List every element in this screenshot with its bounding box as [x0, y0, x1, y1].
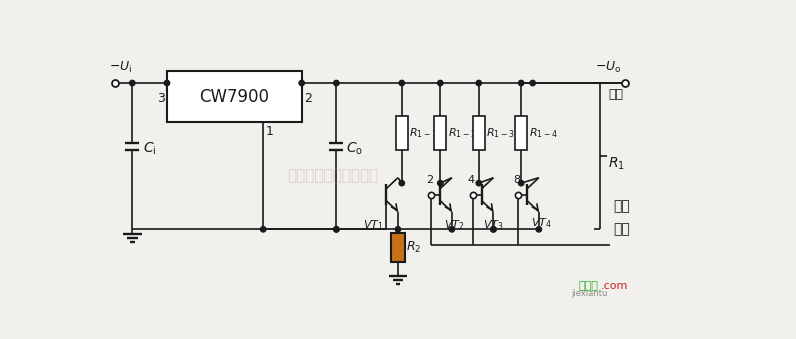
Text: CW7900: CW7900 — [199, 87, 269, 105]
Text: $R_1$: $R_1$ — [608, 156, 625, 172]
Bar — [391, 233, 405, 262]
Bar — [167, 72, 302, 121]
Circle shape — [490, 227, 496, 232]
Circle shape — [438, 180, 443, 186]
Text: 等效: 等效 — [608, 88, 623, 101]
Circle shape — [334, 227, 339, 232]
Circle shape — [396, 227, 400, 232]
Text: $R_2$: $R_2$ — [407, 240, 422, 255]
Text: $VT_2$: $VT_2$ — [444, 218, 465, 232]
Text: 1: 1 — [266, 125, 273, 138]
Text: 2: 2 — [426, 176, 433, 185]
Text: 接线图: 接线图 — [579, 281, 599, 291]
Circle shape — [530, 80, 536, 86]
Text: $VT_4$: $VT_4$ — [531, 216, 552, 230]
Text: $-U_{\rm o}$: $-U_{\rm o}$ — [595, 60, 621, 75]
Circle shape — [299, 80, 304, 86]
Text: 3: 3 — [157, 92, 165, 105]
Circle shape — [399, 180, 404, 186]
Circle shape — [260, 227, 266, 232]
Text: 2: 2 — [304, 92, 312, 105]
Text: $R_{1-1}$: $R_{1-1}$ — [409, 126, 438, 140]
Text: 逻辑: 逻辑 — [614, 199, 630, 213]
Circle shape — [130, 80, 135, 86]
Circle shape — [476, 180, 482, 186]
Circle shape — [334, 80, 339, 86]
Text: $C_{\rm o}$: $C_{\rm o}$ — [345, 140, 363, 157]
Bar — [396, 116, 408, 151]
Text: $VT_3$: $VT_3$ — [483, 218, 504, 232]
Circle shape — [438, 80, 443, 86]
Circle shape — [518, 180, 524, 186]
Circle shape — [449, 227, 455, 232]
Text: $R_{1-2}$: $R_{1-2}$ — [448, 126, 476, 140]
Circle shape — [490, 227, 496, 232]
Text: $R_{1-3}$: $R_{1-3}$ — [486, 126, 515, 140]
Text: $R_{1-4}$: $R_{1-4}$ — [529, 126, 558, 140]
Text: 8: 8 — [513, 176, 520, 185]
Text: jiexiantu: jiexiantu — [572, 289, 607, 298]
Text: 4: 4 — [467, 176, 474, 185]
Text: $C_{\rm i}$: $C_{\rm i}$ — [143, 140, 157, 157]
Bar — [515, 116, 527, 151]
Text: 杭州将睿科技有限公司: 杭州将睿科技有限公司 — [287, 168, 378, 183]
Bar — [434, 116, 447, 151]
Circle shape — [537, 227, 541, 232]
Bar — [473, 116, 485, 151]
Text: $VT_1$: $VT_1$ — [364, 218, 384, 232]
Text: 输入: 输入 — [614, 222, 630, 236]
Circle shape — [476, 80, 482, 86]
Circle shape — [334, 227, 339, 232]
Text: $-U_{\rm i}$: $-U_{\rm i}$ — [109, 60, 132, 75]
Circle shape — [518, 80, 524, 86]
Text: .com: .com — [600, 281, 628, 291]
Circle shape — [399, 80, 404, 86]
Circle shape — [164, 80, 170, 86]
